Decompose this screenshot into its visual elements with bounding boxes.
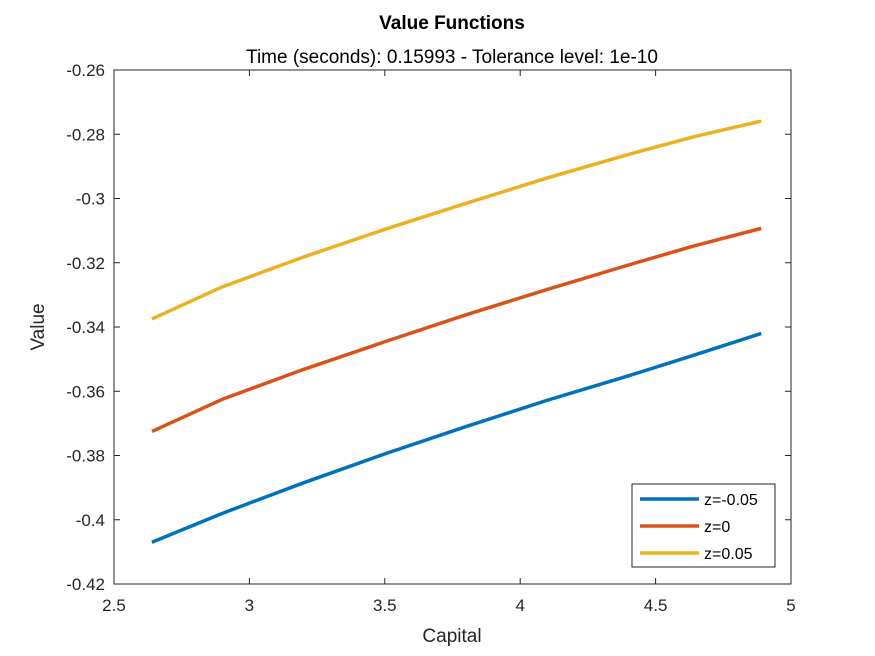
chart-title: Value Functions (379, 13, 525, 34)
y-axis-label: Value (28, 303, 49, 350)
legend-entry-1: z=0 (704, 519, 730, 536)
x-axis: 2.5 3 3.5 4 4.5 5 (102, 70, 796, 615)
y-tick-label: -0.36 (66, 382, 105, 401)
y-tick-label: -0.4 (76, 511, 105, 530)
x-tick-label: 5 (786, 596, 795, 615)
legend: z=-0.05 z=0 z=0.05 (631, 483, 776, 568)
x-tick-label: 2.5 (102, 596, 126, 615)
x-tick-label: 3 (245, 596, 254, 615)
y-tick-label: -0.38 (66, 447, 105, 466)
x-tick-label: 4.5 (644, 596, 668, 615)
y-tick-label: -0.26 (66, 61, 105, 80)
series-line-1 (151, 226, 762, 434)
y-axis: -0.42 -0.4 -0.38 -0.36 -0.34 -0.32 -0.3 -0.28 -0… (66, 61, 791, 594)
y-tick-label: -0.32 (66, 254, 105, 273)
series-layer (151, 119, 762, 544)
x-tick-label: 4 (515, 596, 524, 615)
x-axis-label: Capital (422, 626, 481, 647)
y-tick-label: -0.3 (76, 190, 105, 209)
y-tick-label: -0.28 (66, 125, 105, 144)
legend-entry-0: z=-0.05 (704, 492, 758, 509)
y-tick-label: -0.34 (66, 318, 105, 337)
chart-subtitle: Time (seconds): 0.15993 - Tolerance leve… (246, 47, 658, 68)
series-line-2 (151, 119, 762, 321)
series-line-0 (151, 331, 762, 544)
x-tick-label: 3.5 (373, 596, 397, 615)
y-tick-label: -0.42 (66, 575, 105, 594)
legend-entry-2: z=0.05 (704, 546, 753, 563)
